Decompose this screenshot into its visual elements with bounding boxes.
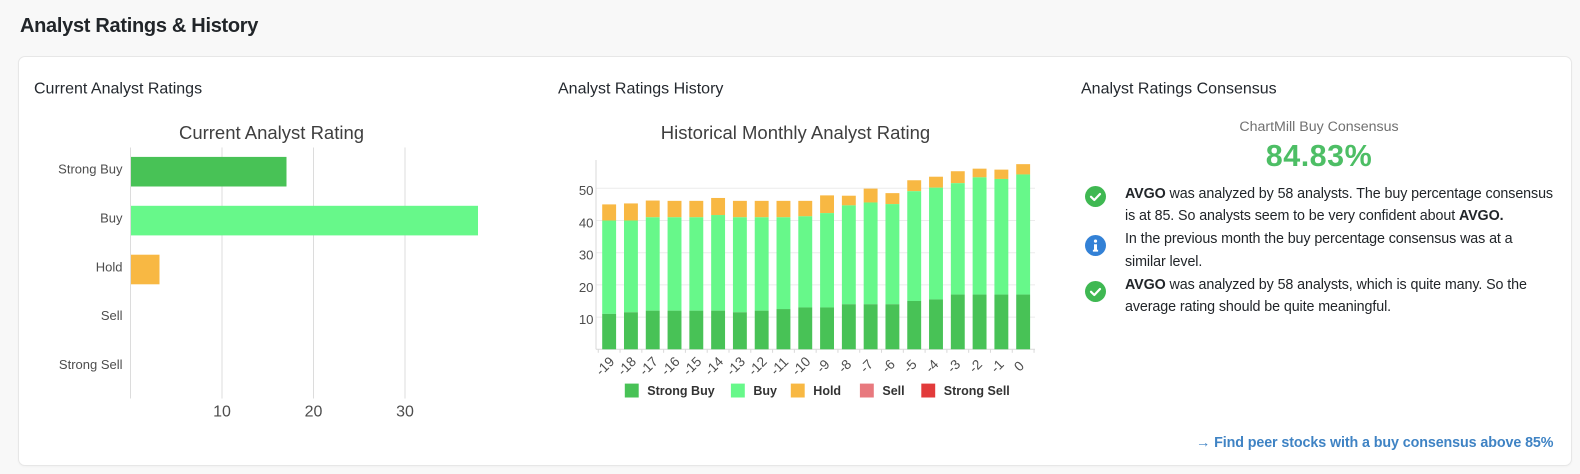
svg-text:-15: -15 xyxy=(680,354,705,379)
svg-text:Historical Monthly Analyst Rat: Historical Monthly Analyst Rating xyxy=(661,122,930,143)
svg-text:-10: -10 xyxy=(789,354,814,379)
svg-text:-18: -18 xyxy=(615,354,640,379)
svg-text:Strong Sell: Strong Sell xyxy=(59,357,123,372)
svg-text:Sell: Sell xyxy=(882,384,904,398)
svg-text:Strong Sell: Strong Sell xyxy=(944,384,1010,398)
svg-text:Strong Buy: Strong Buy xyxy=(647,384,714,398)
svg-text:Current Analyst Rating: Current Analyst Rating xyxy=(179,122,364,143)
svg-text:Sell: Sell xyxy=(101,308,123,323)
svg-text:-16: -16 xyxy=(658,354,683,379)
svg-text:10: 10 xyxy=(213,404,231,421)
svg-text:-13: -13 xyxy=(724,354,749,379)
svg-text:0: 0 xyxy=(1011,358,1027,374)
svg-text:-17: -17 xyxy=(636,354,661,379)
svg-text:-11: -11 xyxy=(767,354,791,378)
svg-text:Hold: Hold xyxy=(813,384,841,398)
svg-text:-19: -19 xyxy=(593,354,618,379)
svg-text:-7: -7 xyxy=(857,357,876,376)
svg-text:30: 30 xyxy=(579,248,594,263)
svg-text:-14: -14 xyxy=(702,354,727,379)
svg-text:Hold: Hold xyxy=(96,259,123,274)
svg-text:Buy: Buy xyxy=(753,384,777,398)
svg-text:-1: -1 xyxy=(988,357,1007,376)
svg-text:Analyst Ratings History: Analyst Ratings History xyxy=(558,81,723,98)
svg-text:50: 50 xyxy=(579,183,594,198)
svg-text:-9: -9 xyxy=(813,357,832,376)
svg-text:-4: -4 xyxy=(922,356,941,375)
svg-text:-6: -6 xyxy=(879,357,898,376)
svg-text:20: 20 xyxy=(579,280,594,295)
svg-text:Current Analyst Ratings: Current Analyst Ratings xyxy=(34,81,202,98)
svg-text:40: 40 xyxy=(579,215,594,230)
svg-text:-8: -8 xyxy=(835,357,854,376)
svg-text:30: 30 xyxy=(396,404,414,421)
svg-text:20: 20 xyxy=(305,404,323,421)
svg-text:Strong Buy: Strong Buy xyxy=(58,162,123,177)
svg-text:-2: -2 xyxy=(966,357,985,376)
svg-text:-3: -3 xyxy=(944,357,963,376)
svg-text:Analyst Ratings Consensus: Analyst Ratings Consensus xyxy=(1081,81,1277,98)
svg-text:10: 10 xyxy=(579,312,594,327)
svg-text:-5: -5 xyxy=(901,357,920,376)
svg-text:Buy: Buy xyxy=(100,210,123,225)
svg-text:-12: -12 xyxy=(745,354,770,379)
